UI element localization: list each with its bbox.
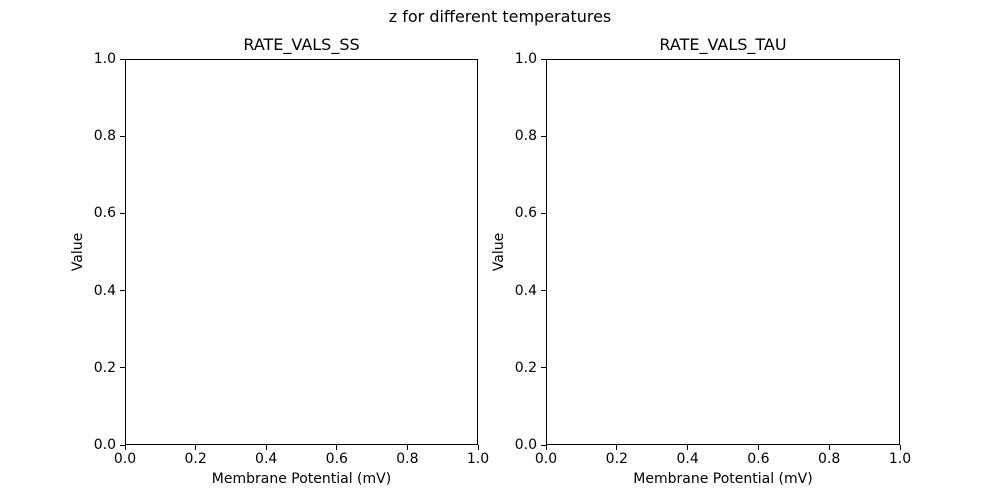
y-axis-label: Value — [70, 232, 86, 272]
x-tick-mark — [477, 445, 479, 450]
y-tick-mark — [541, 58, 546, 60]
plot-area — [125, 59, 478, 445]
y-tick-label: 0.6 — [93, 205, 116, 222]
x-tick-mark — [336, 445, 338, 450]
y-tick-label: 0.4 — [514, 282, 537, 299]
y-tick-mark — [120, 290, 125, 292]
x-tick-label: 0.4 — [676, 451, 699, 467]
y-tick-label: 0.6 — [514, 205, 537, 222]
y-tick-mark — [541, 367, 546, 369]
x-tick-label: 0.8 — [396, 451, 419, 467]
x-tick-label: 0.0 — [534, 451, 558, 467]
x-tick-mark — [616, 445, 618, 450]
figure-suptitle: z for different temperatures — [388, 7, 612, 26]
y-axis-label: Value — [491, 232, 507, 272]
x-tick-mark — [687, 445, 689, 450]
y-tick-mark — [120, 444, 125, 446]
x-tick-mark — [545, 445, 547, 450]
x-tick-label: 0.4 — [255, 451, 278, 467]
x-axis-label: Membrane Potential (mV) — [211, 471, 392, 487]
x-tick-label: 0.0 — [113, 451, 137, 467]
axes-title: RATE_VALS_TAU — [659, 35, 787, 54]
y-tick-label: 0.0 — [514, 437, 537, 453]
axes-title: RATE_VALS_SS — [243, 35, 360, 54]
plot-area — [546, 59, 900, 445]
x-axis-label: Membrane Potential (mV) — [633, 471, 813, 487]
y-tick-mark — [120, 367, 125, 369]
x-tick-mark — [828, 445, 830, 450]
x-tick-label: 0.6 — [747, 451, 770, 467]
x-tick-mark — [195, 445, 197, 450]
y-tick-label: 1.0 — [93, 51, 116, 67]
x-tick-mark — [265, 445, 267, 450]
y-tick-mark — [120, 58, 125, 60]
x-tick-label: 0.2 — [184, 451, 207, 467]
x-tick-label: 1.0 — [466, 451, 490, 467]
y-tick-label: 0.4 — [93, 282, 116, 299]
x-tick-label: 0.6 — [325, 451, 348, 467]
y-tick-label: 0.2 — [514, 359, 537, 376]
x-tick-mark — [757, 445, 759, 450]
x-tick-label: 1.0 — [888, 451, 912, 467]
y-tick-mark — [541, 444, 546, 446]
y-tick-mark — [541, 212, 546, 214]
x-tick-label: 0.8 — [818, 451, 841, 467]
y-tick-label: 1.0 — [514, 51, 537, 67]
y-tick-label: 0.2 — [93, 359, 116, 376]
x-tick-mark — [406, 445, 408, 450]
y-tick-mark — [120, 212, 125, 214]
y-tick-label: 0.8 — [93, 128, 116, 145]
y-tick-mark — [541, 290, 546, 292]
x-tick-mark — [124, 445, 126, 450]
x-tick-label: 0.2 — [605, 451, 628, 467]
y-tick-mark — [120, 135, 125, 137]
x-tick-mark — [899, 445, 901, 450]
y-tick-label: 0.8 — [514, 128, 537, 145]
y-tick-label: 0.0 — [93, 437, 116, 453]
y-tick-mark — [541, 135, 546, 137]
